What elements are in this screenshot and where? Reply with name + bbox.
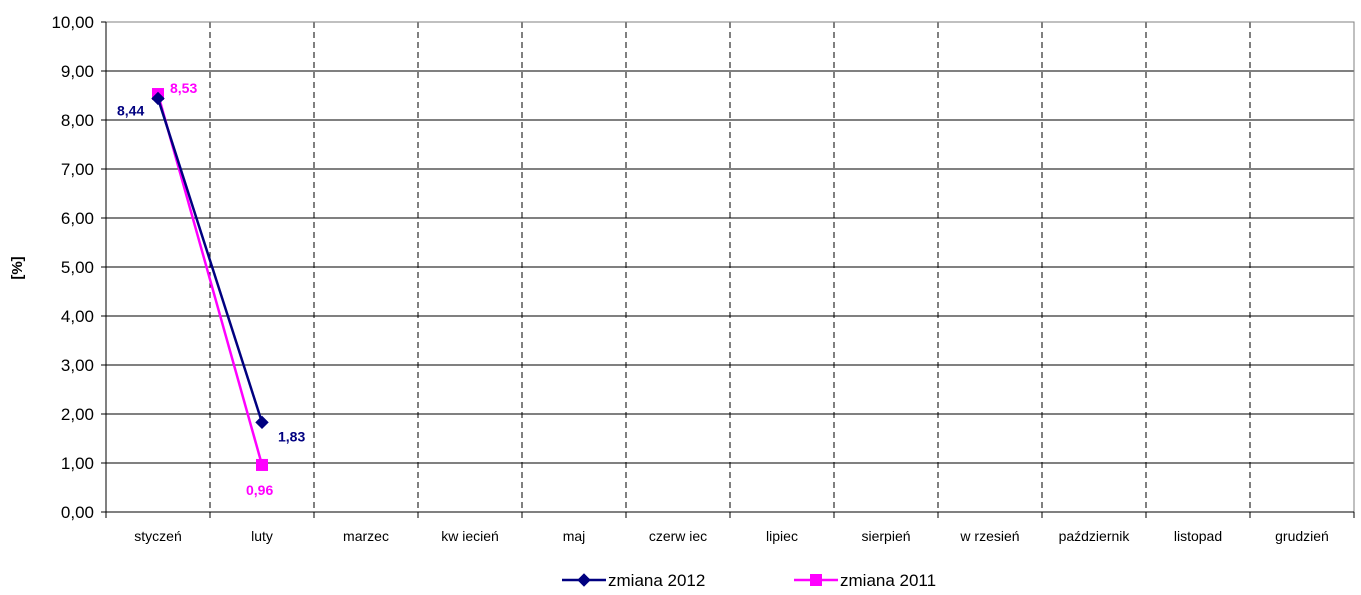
y-tick-label: 5,00 [61, 258, 94, 277]
data-label: 0,96 [246, 482, 273, 498]
y-tick-label: 7,00 [61, 160, 94, 179]
y-tick-label: 1,00 [61, 454, 94, 473]
x-category-label: grudzień [1275, 528, 1329, 544]
y-tick-label: 2,00 [61, 405, 94, 424]
grid-lines [105, 21, 1355, 513]
legend-marker [810, 574, 822, 586]
x-category-label: lipiec [766, 528, 798, 544]
data-labels: 8,44 1,83 8,53 0,96 [117, 80, 305, 498]
y-tick-label: 6,00 [61, 209, 94, 228]
series-line-2012 [156, 98, 264, 423]
y-axis-ticks: 0,00 1,00 2,00 3,00 4,00 5,00 6,00 7,00 8,00 9,00… [51, 13, 1355, 522]
x-category-label: w rzesień [959, 528, 1019, 544]
series-layer [151, 88, 269, 471]
x-category-label: czerw iec [649, 528, 707, 544]
legend-marker [577, 573, 591, 587]
y-tick-label: 9,00 [61, 62, 94, 81]
legend-label: zmiana 2011 [840, 571, 936, 590]
data-point-2011 [256, 458, 268, 471]
y-axis-label: [%] [9, 256, 26, 279]
x-category-label: październik [1059, 528, 1131, 544]
x-category-label: sierpień [861, 528, 910, 544]
y-tick-label: 10,00 [51, 13, 94, 32]
y-tick-label: 4,00 [61, 307, 94, 326]
legend: zmiana 2012 zmiana 2011 [562, 571, 936, 590]
y-tick-label: 0,00 [61, 503, 94, 522]
legend-item: zmiana 2012 [562, 571, 705, 590]
y-tick-label: 8,00 [61, 111, 94, 130]
data-point-2012 [255, 415, 269, 430]
x-category-label: kw iecień [441, 528, 499, 544]
x-category-label: luty [251, 528, 273, 544]
legend-label: zmiana 2012 [608, 571, 705, 590]
y-tick-label: 3,00 [61, 356, 94, 375]
data-label: 8,53 [170, 80, 197, 96]
data-label: 1,83 [278, 428, 305, 444]
legend-item: zmiana 2011 [794, 571, 936, 590]
x-category-label: styczeń [134, 528, 181, 544]
x-category-label: listopad [1174, 528, 1222, 544]
data-point-2012 [151, 91, 165, 106]
data-label: 8,44 [117, 102, 144, 118]
x-category-label: marzec [343, 528, 389, 544]
x-axis-categories: styczeń luty marzec kw iecień maj czerw iec li… [134, 528, 1329, 544]
x-category-label: maj [563, 528, 586, 544]
